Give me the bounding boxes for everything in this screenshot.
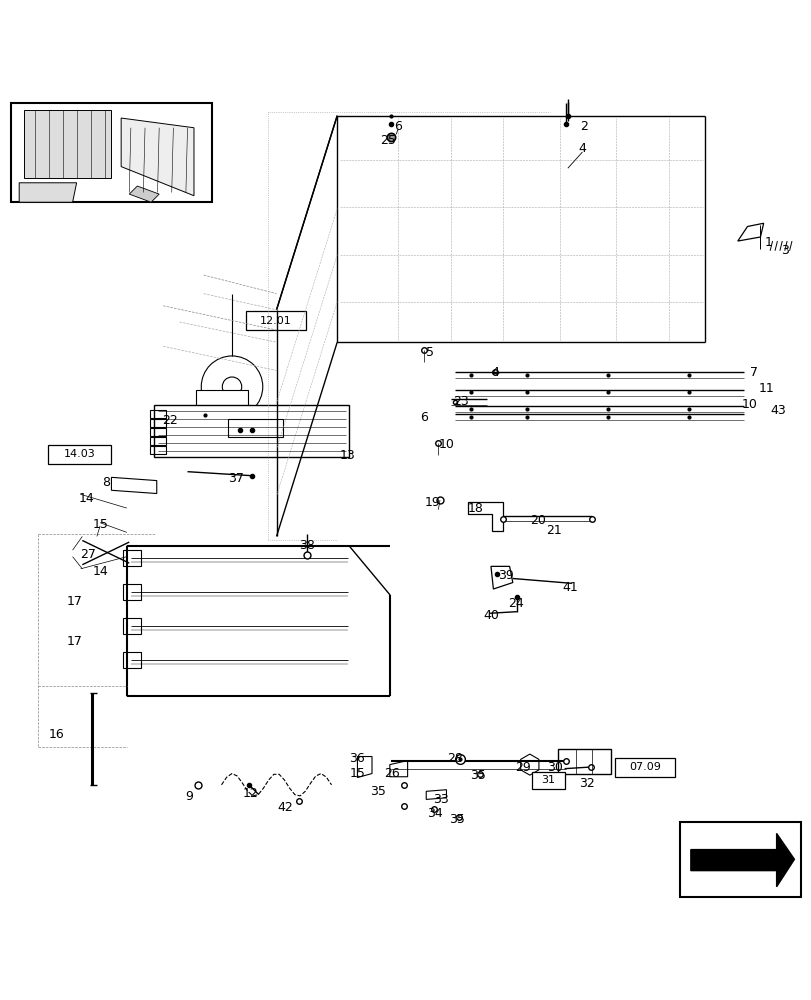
Text: 10: 10 xyxy=(438,438,454,451)
Bar xyxy=(150,410,166,418)
Circle shape xyxy=(222,377,242,396)
Bar xyxy=(150,428,166,436)
Text: 37: 37 xyxy=(228,472,243,485)
Text: 26: 26 xyxy=(384,767,400,780)
Text: 25: 25 xyxy=(380,134,396,147)
Bar xyxy=(531,772,564,789)
Bar xyxy=(150,419,166,427)
Polygon shape xyxy=(19,183,76,202)
Text: 27: 27 xyxy=(80,548,96,561)
Text: 10: 10 xyxy=(741,398,757,411)
Bar xyxy=(246,311,306,330)
Text: 21: 21 xyxy=(546,524,561,537)
Text: 31: 31 xyxy=(541,775,555,785)
Text: 17: 17 xyxy=(67,595,82,608)
Polygon shape xyxy=(24,110,110,178)
Text: 17: 17 xyxy=(67,635,82,648)
Text: 07.09: 07.09 xyxy=(629,762,660,772)
Text: 11: 11 xyxy=(757,382,773,395)
Text: 29: 29 xyxy=(515,761,530,774)
Text: 28: 28 xyxy=(447,752,463,765)
Text: 12.01: 12.01 xyxy=(260,316,292,326)
Text: 1: 1 xyxy=(764,236,771,249)
Text: 6: 6 xyxy=(419,411,427,424)
Text: 42: 42 xyxy=(277,801,293,814)
Text: 15: 15 xyxy=(92,518,108,531)
Text: 35: 35 xyxy=(470,769,485,782)
Polygon shape xyxy=(467,502,503,531)
Text: 9: 9 xyxy=(185,790,193,803)
Polygon shape xyxy=(426,790,446,799)
Text: 40: 40 xyxy=(483,609,498,622)
Polygon shape xyxy=(129,186,159,202)
Text: 34: 34 xyxy=(427,807,443,820)
Bar xyxy=(614,758,675,777)
Text: 6: 6 xyxy=(393,120,401,133)
Text: 15: 15 xyxy=(349,767,365,780)
Polygon shape xyxy=(300,442,349,455)
Polygon shape xyxy=(737,223,762,241)
Text: 20: 20 xyxy=(530,514,545,527)
Text: 7: 7 xyxy=(749,366,757,379)
Bar xyxy=(228,419,283,437)
Bar xyxy=(49,445,111,464)
Bar xyxy=(11,103,212,202)
Bar xyxy=(153,405,349,457)
Bar xyxy=(150,446,166,454)
Bar xyxy=(122,584,140,600)
Text: 4: 4 xyxy=(491,366,498,379)
Polygon shape xyxy=(121,118,194,196)
Bar xyxy=(122,618,140,634)
Polygon shape xyxy=(357,757,371,778)
Bar xyxy=(122,550,140,566)
Text: 18: 18 xyxy=(467,502,483,515)
Text: 14.03: 14.03 xyxy=(64,449,96,459)
Text: 19: 19 xyxy=(424,496,440,509)
Text: 22: 22 xyxy=(161,414,178,427)
Text: 32: 32 xyxy=(578,777,594,790)
Polygon shape xyxy=(389,761,407,777)
Text: 8: 8 xyxy=(102,476,110,489)
Text: 24: 24 xyxy=(508,597,523,610)
Text: 12: 12 xyxy=(242,787,258,800)
Polygon shape xyxy=(111,477,157,494)
Text: 14: 14 xyxy=(92,565,108,578)
Text: 2: 2 xyxy=(579,120,587,133)
Polygon shape xyxy=(127,546,389,696)
Text: 4: 4 xyxy=(577,142,586,155)
Text: 16: 16 xyxy=(49,728,64,741)
Text: 38: 38 xyxy=(299,539,315,552)
Text: 5: 5 xyxy=(426,346,434,359)
Polygon shape xyxy=(491,566,513,589)
Bar xyxy=(557,749,610,774)
Text: 14: 14 xyxy=(79,492,94,505)
Text: 33: 33 xyxy=(432,793,448,806)
Text: 13: 13 xyxy=(340,449,355,462)
Bar xyxy=(122,652,140,668)
Text: 35: 35 xyxy=(369,785,385,798)
Text: 35: 35 xyxy=(448,813,465,826)
Bar xyxy=(195,390,248,421)
Bar xyxy=(679,822,800,897)
Text: 39: 39 xyxy=(497,569,513,582)
Bar xyxy=(150,437,166,445)
Text: 3: 3 xyxy=(780,244,787,257)
Text: 41: 41 xyxy=(562,581,577,594)
Text: 43: 43 xyxy=(770,404,785,417)
Text: 30: 30 xyxy=(547,761,562,774)
Polygon shape xyxy=(690,833,793,887)
Text: 36: 36 xyxy=(350,752,365,765)
Text: 23: 23 xyxy=(453,395,468,408)
